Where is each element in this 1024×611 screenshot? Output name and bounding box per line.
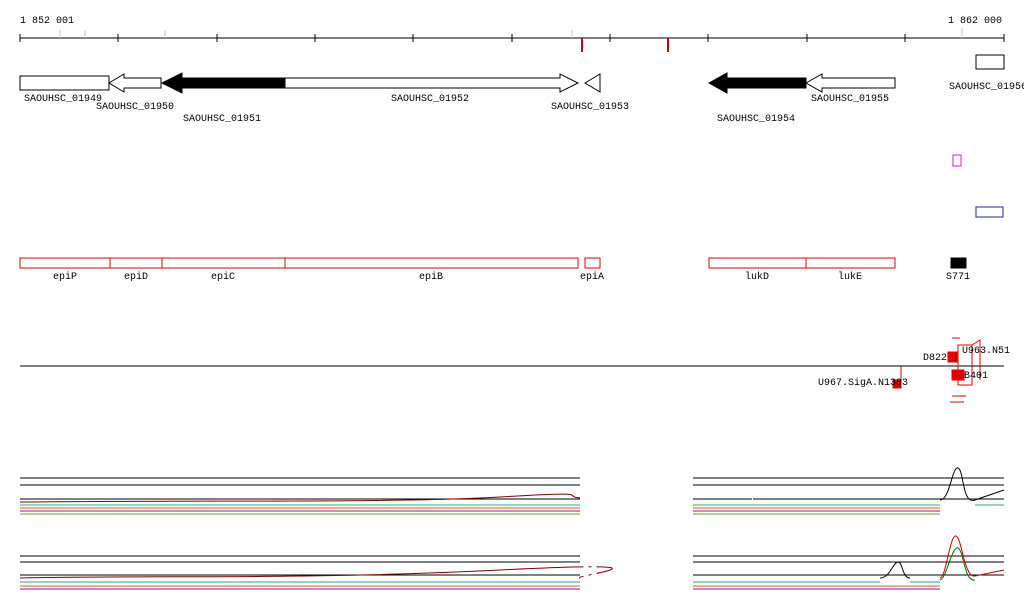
site-track [892,337,981,403]
gene-label: SAOUHSC_01953 [551,102,629,113]
site-label: B401 [964,371,988,382]
gene-track [19,54,1005,94]
site-label: D822 [923,353,947,364]
signal-tracks [19,467,1005,595]
marker [975,206,1004,218]
feature-label: epiD [124,271,148,283]
gene-label: SAOUHSC_01950 [96,102,174,113]
feature-label: epiP [53,271,77,283]
feature-track [19,257,967,269]
gene-label: SAOUHSC_01951 [183,114,261,125]
site-label: U967.SigA.N1383 [818,377,908,389]
gene-label: SAOUHSC_01956 [949,82,1024,93]
feature-label: lukE [838,271,862,283]
ruler-start: 1 852 001 [20,16,74,27]
site-label: U963.N51 [962,346,1010,357]
feature-label: epiC [211,271,235,283]
ruler [19,34,1005,42]
feature-label: epiA [580,271,604,283]
gene-label: SAOUHSC_01955 [811,94,889,105]
ruler-end: 1 862 000 [948,16,1002,27]
gene-label: SAOUHSC_01952 [391,94,469,105]
gene-label: SAOUHSC_01949 [24,94,102,105]
feature-label: S771 [946,272,970,283]
feature-label: lukD [745,271,769,283]
marker [952,154,962,167]
gene-label: SAOUHSC_01954 [717,114,795,125]
feature-label: epiB [419,271,443,283]
